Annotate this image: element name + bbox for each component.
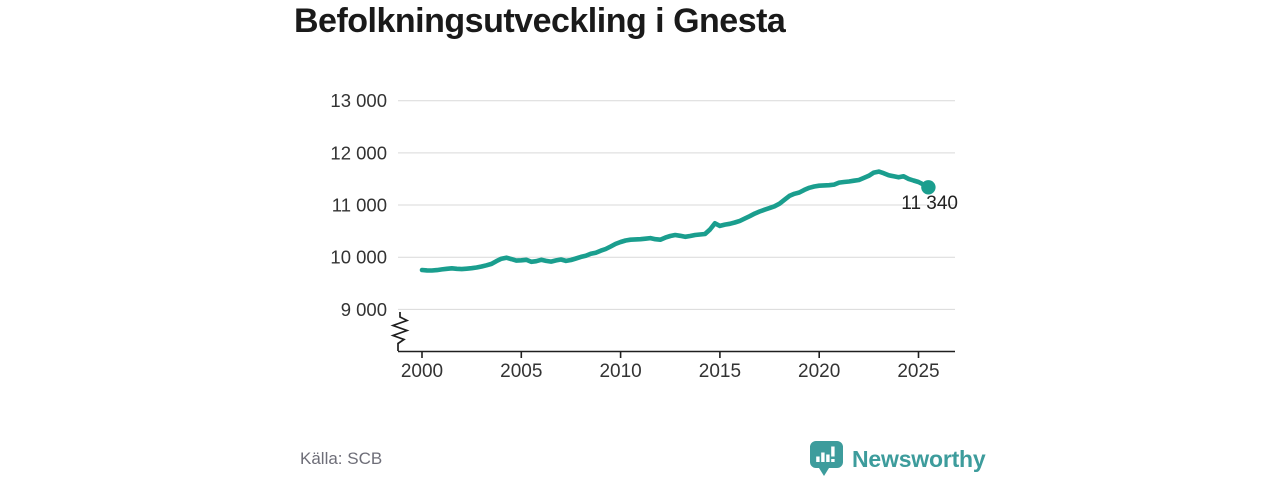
axes: 13 000 12 000 11 000 10 000 9 000 2000 2005 201… — [330, 90, 955, 382]
y-tick-label: 10 000 — [330, 247, 387, 268]
x-tick-label: 2025 — [897, 361, 939, 382]
gridlines — [398, 100, 955, 310]
y-tick-label: 9 000 — [341, 299, 387, 320]
x-tick-label: 2015 — [699, 361, 741, 382]
newsworthy-chart-bubble-icon — [810, 441, 843, 476]
series-end-dot — [921, 180, 936, 195]
latest-value-label: 11 340 — [901, 193, 958, 214]
x-tick-label: 2000 — [401, 361, 443, 382]
newsworthy-wordmark: Newsworthy — [852, 446, 986, 472]
chart-title: Befolkningsutveckling i Gnesta — [294, 2, 786, 40]
x-tick-label: 2020 — [798, 361, 840, 382]
y-tick-label: 12 000 — [330, 142, 387, 163]
population-line — [419, 169, 931, 273]
newsworthy-logo: Newsworthy — [810, 441, 986, 478]
source-label: Källa: SCB — [300, 449, 383, 468]
x-tick-label: 2010 — [599, 361, 641, 382]
y-tick-label: 11 000 — [332, 195, 387, 216]
x-tick-label: 2005 — [500, 361, 542, 382]
y-tick-label: 13 000 — [330, 90, 387, 111]
y-axis-break-icon — [390, 312, 410, 351]
